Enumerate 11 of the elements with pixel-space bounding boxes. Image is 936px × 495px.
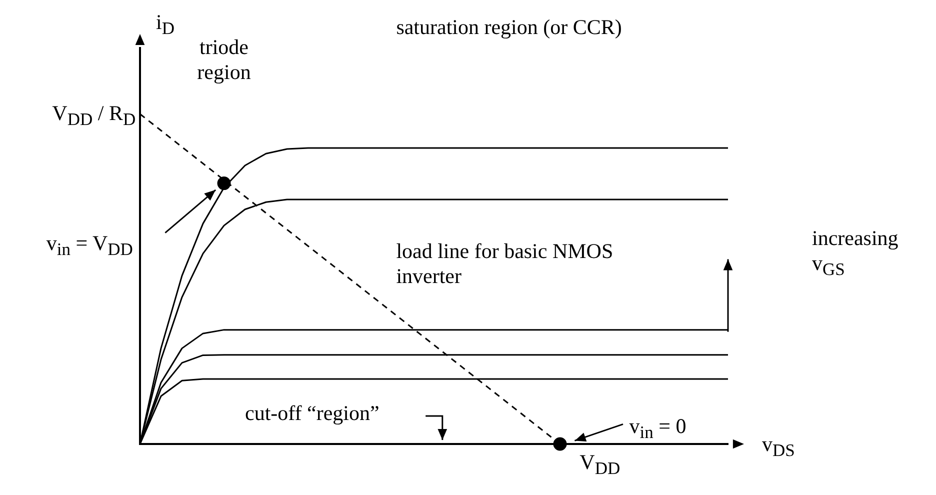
annotation: v$_{in}$ = 0 (629, 414, 688, 444)
text: V$_{DD}$ / R$_{D}$ (51, 100, 136, 131)
y-axis-title: i$_{D}$ (156, 10, 174, 40)
annotation: load line for basic NMOS inverter (396, 239, 614, 290)
text: increasing v$_{GS}$ (812, 226, 900, 282)
annotation: cut-off “region” (245, 401, 380, 426)
text: V$_{DD}$ (578, 450, 622, 480)
text: triode region (196, 34, 252, 85)
text: v$_{in}$ = V$_{DD}$ (45, 231, 133, 262)
text: saturation region (or CCR) (396, 15, 623, 40)
x-axis-title: v$_{DS}$ (762, 432, 795, 462)
